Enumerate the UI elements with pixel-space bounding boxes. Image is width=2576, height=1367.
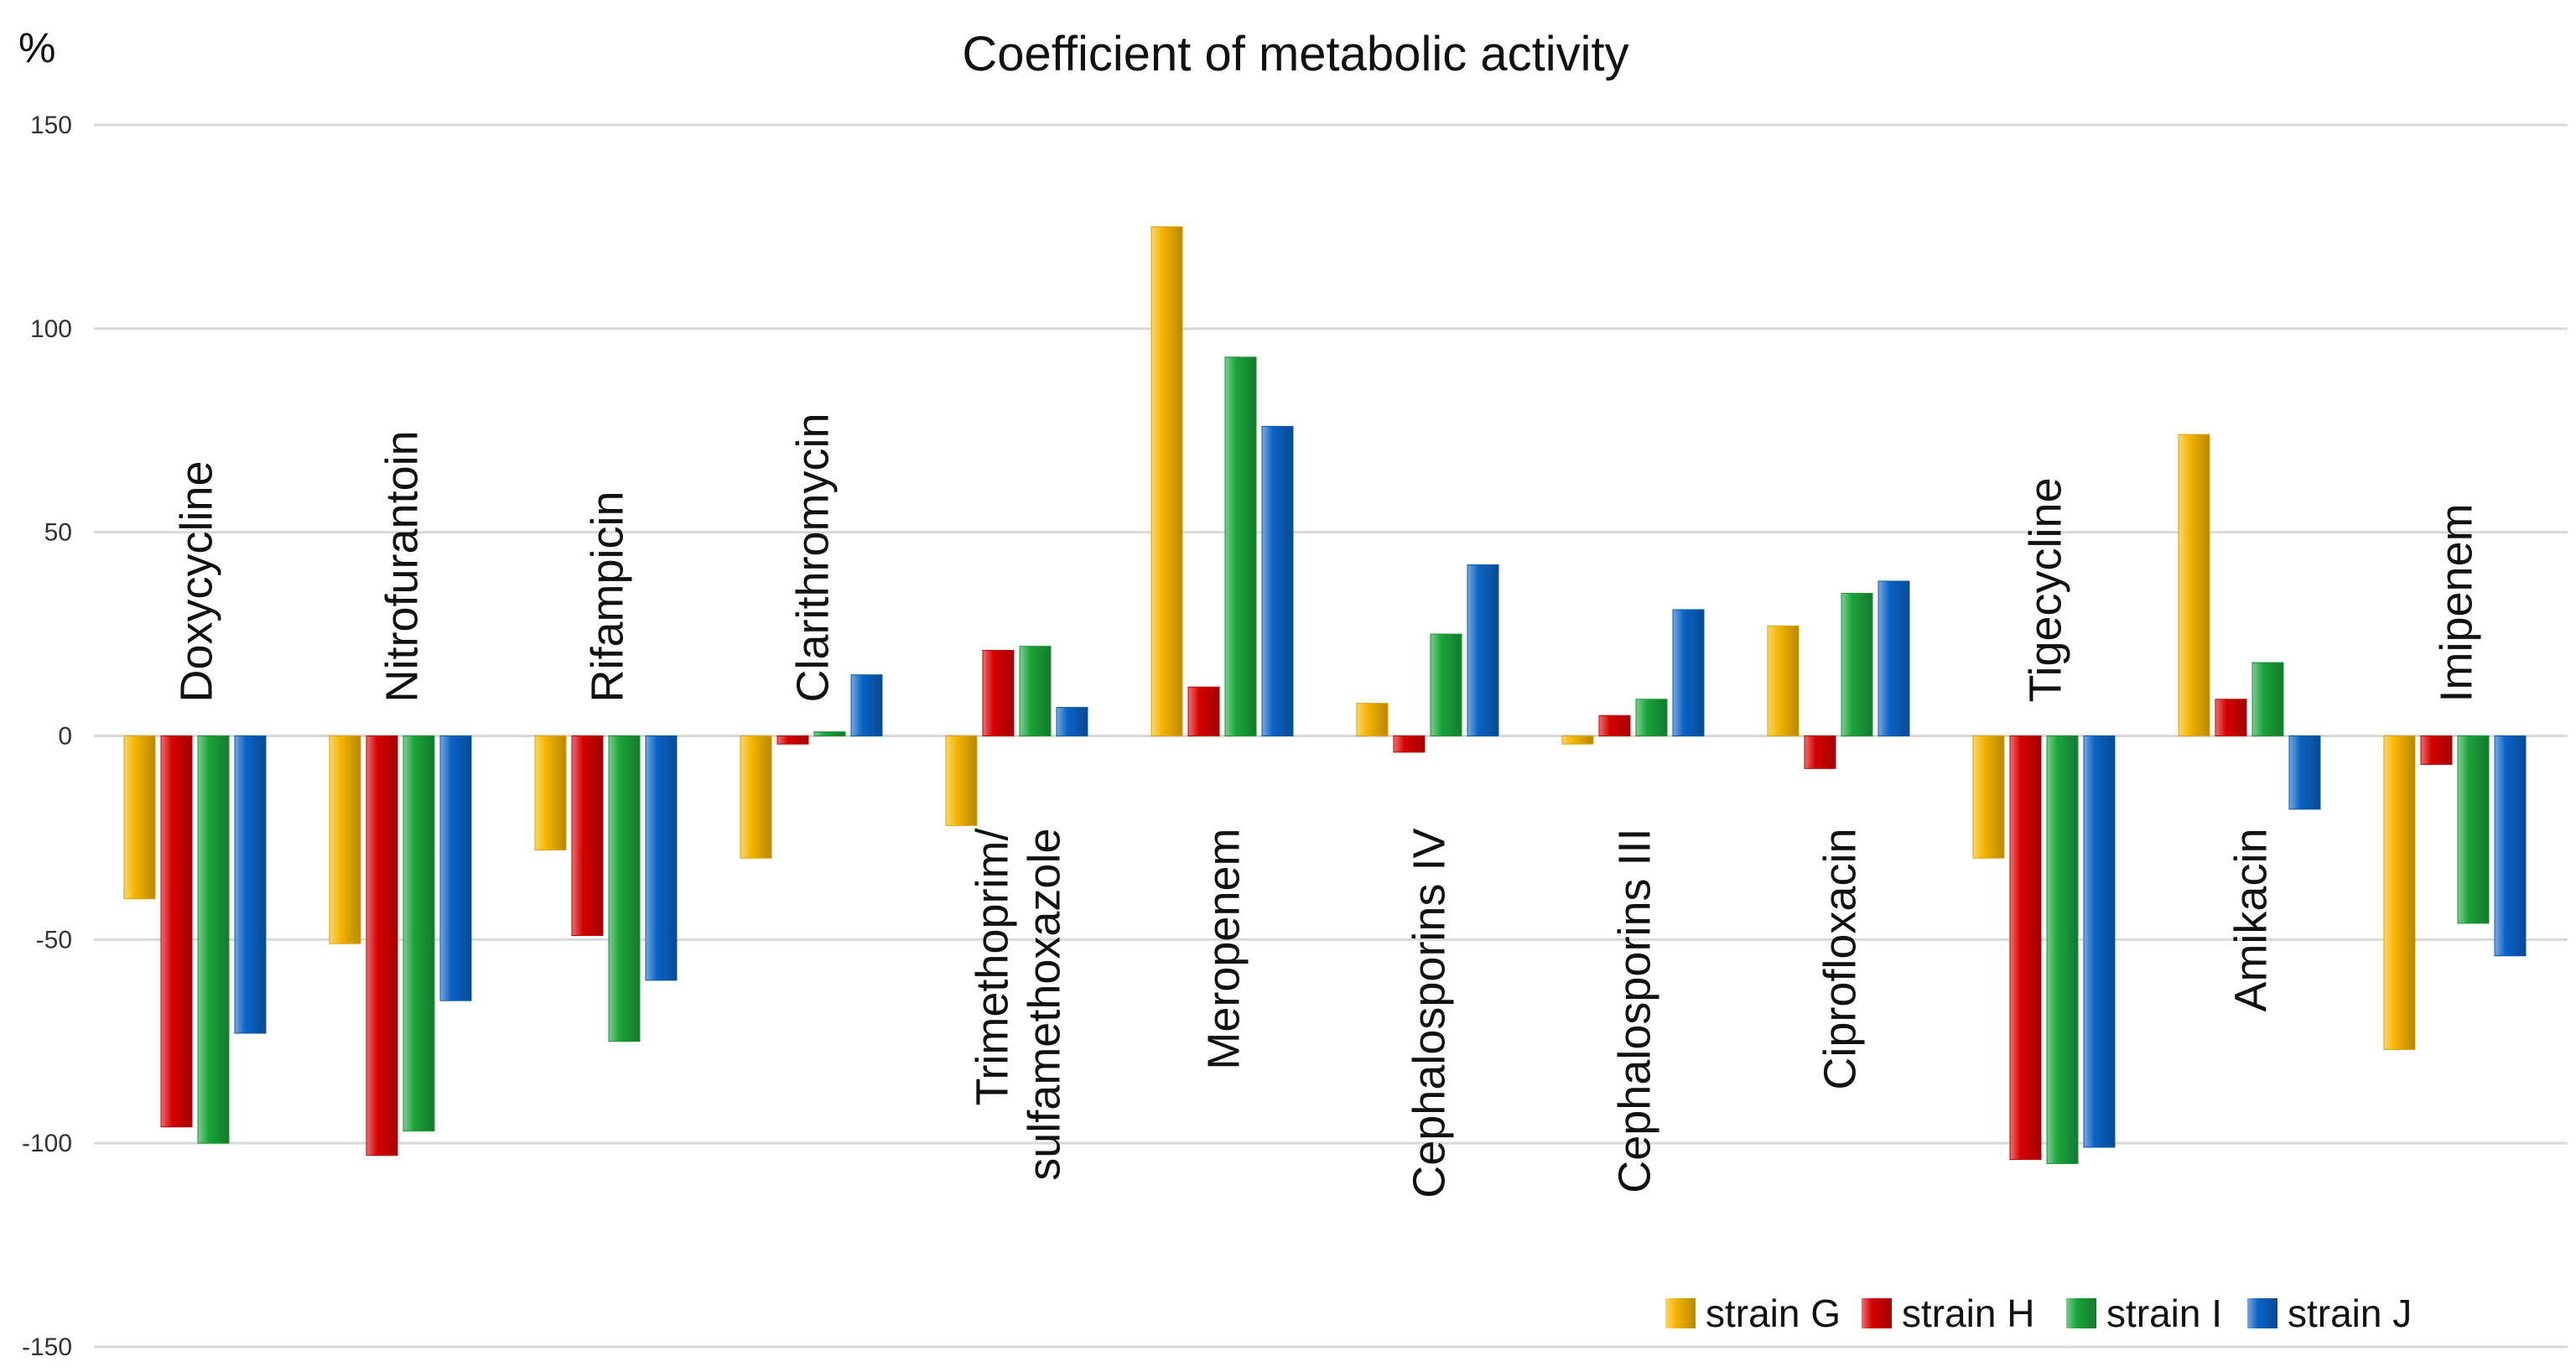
bar — [197, 735, 230, 1144]
category-labels: Doxycycline Nitrofurantoin Rifampicin Clari… — [172, 413, 2482, 1198]
bar — [2046, 735, 2079, 1164]
legend-label: strain G — [1706, 1292, 1841, 1335]
bar — [1393, 735, 1426, 753]
y-axis-unit-label: % — [18, 24, 55, 71]
legend-swatch — [2247, 1298, 2277, 1328]
bar — [2083, 735, 2116, 1148]
bar — [1261, 425, 1294, 736]
category-label: Tigecycline — [2021, 477, 2071, 702]
category-label: Cephalosporins III — [1610, 829, 1660, 1193]
bars — [123, 226, 2527, 1164]
bar — [1019, 646, 1052, 736]
legend-swatch — [1665, 1298, 1696, 1328]
y-tick-label: 50 — [44, 519, 72, 547]
bar — [2457, 735, 2490, 924]
bar — [1804, 735, 1836, 769]
bar — [1767, 625, 1800, 736]
category-label-line: Clarithromycin — [788, 413, 839, 702]
bar — [366, 735, 398, 1156]
category-label-line: Trimethoprim/ — [968, 829, 1018, 1106]
category-label: Imipenem — [2432, 503, 2482, 702]
bar — [571, 735, 604, 936]
y-tick-label: -100 — [22, 1130, 72, 1157]
category-label-line: Tigecycline — [2021, 477, 2071, 702]
bar — [608, 735, 641, 1042]
bar — [1224, 356, 1257, 736]
bar — [1561, 735, 1594, 745]
bar — [1877, 580, 1910, 736]
legend-swatch — [1862, 1298, 1892, 1328]
category-label: Cephalosporins IV — [1405, 829, 1455, 1198]
category-label: Clarithromycin — [788, 413, 839, 702]
bar — [1356, 703, 1389, 736]
y-tick-label: 150 — [30, 112, 72, 139]
legend-label: strain I — [2106, 1292, 2222, 1335]
bar — [160, 735, 193, 1128]
gridlines — [94, 123, 2568, 1349]
bar — [402, 735, 435, 1132]
category-label: Doxycycline — [172, 460, 222, 702]
category-label: Nitrofurantoin — [377, 430, 428, 702]
category-label: Trimethoprim/sulfamethoxazole — [968, 829, 1070, 1181]
y-tick-label: 100 — [30, 315, 72, 343]
bar — [2009, 735, 2042, 1161]
bar — [234, 735, 267, 1034]
legend-swatch — [2066, 1298, 2096, 1328]
bar — [2383, 735, 2416, 1050]
bar — [1672, 609, 1705, 737]
bar — [2178, 434, 2210, 737]
bar — [945, 735, 978, 826]
bar — [1598, 715, 1631, 737]
y-tick-label: -50 — [36, 926, 72, 954]
chart-title: Coefficient of metabolic activity — [962, 27, 1628, 81]
bar — [1056, 707, 1088, 737]
category-label-line: sulfamethoxazole — [1020, 829, 1070, 1181]
category-label-line: Rifampicin — [583, 491, 633, 702]
category-label: Amikacin — [2226, 829, 2277, 1012]
bar — [850, 674, 883, 737]
category-label-line: Cephalosporins IV — [1405, 829, 1455, 1198]
category-label: Meropenem — [1199, 829, 1249, 1070]
bar — [123, 735, 156, 900]
category-label-line: Cephalosporins III — [1610, 829, 1660, 1193]
category-label-line: Imipenem — [2432, 503, 2482, 702]
bar — [2494, 735, 2527, 957]
bar — [813, 731, 846, 736]
bar — [2288, 735, 2321, 810]
bar — [2215, 699, 2247, 736]
bar — [1467, 564, 1499, 737]
bar — [1187, 686, 1220, 736]
category-label-line: Ciprofloxacin — [1815, 829, 1866, 1090]
category-label-line: Doxycycline — [172, 460, 222, 702]
bar — [329, 735, 361, 944]
bar — [1635, 699, 1668, 736]
bar — [982, 650, 1015, 737]
legend: strain G strain H strain I strain J — [1665, 1292, 2412, 1335]
category-label: Rifampicin — [583, 491, 633, 702]
bar — [1972, 735, 2005, 859]
category-label-line: Meropenem — [1199, 829, 1249, 1070]
category-label-line: Nitrofurantoin — [377, 430, 428, 702]
bar — [2251, 662, 2284, 737]
bar — [645, 735, 678, 981]
category-label: Ciprofloxacin — [1815, 829, 1866, 1090]
bar — [740, 735, 772, 859]
category-label-line: Amikacin — [2226, 829, 2277, 1012]
legend-label: strain J — [2288, 1292, 2412, 1335]
legend-label: strain H — [1902, 1292, 2034, 1335]
y-tick-label: 0 — [58, 723, 72, 751]
y-tick-label: -150 — [22, 1333, 72, 1361]
bar — [534, 735, 567, 850]
y-axis-ticks: 150 100 50 0 -50 -100 -150 — [22, 112, 72, 1361]
bar — [1841, 593, 1873, 736]
bar — [1430, 633, 1462, 736]
bar — [439, 735, 472, 1001]
bar — [776, 735, 809, 745]
bar — [1150, 226, 1183, 736]
bar — [2420, 735, 2453, 765]
